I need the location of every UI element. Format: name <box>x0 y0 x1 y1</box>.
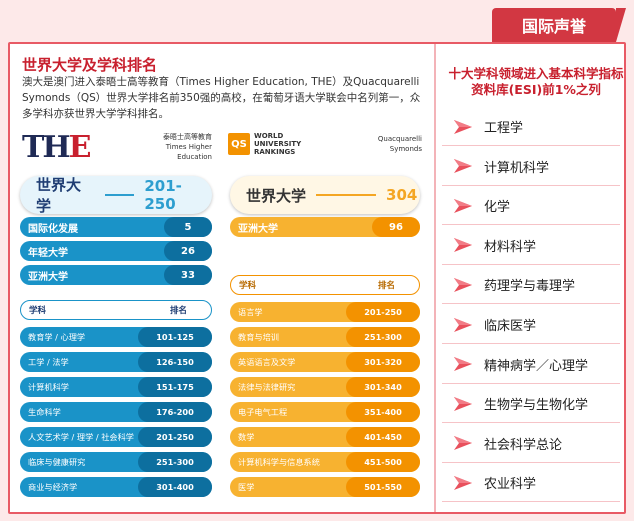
the-world-rank: 201-250 <box>144 177 182 213</box>
the-stat-row: 亚洲大学 33 <box>20 265 212 285</box>
esi-item-label: 计算机科学 <box>484 160 550 176</box>
the-stat-row: 年轻大学 26 <box>20 241 212 261</box>
esi-item-label: 精神病学／心理学 <box>484 358 589 374</box>
qs-world-rank: 304 <box>386 186 418 204</box>
esi-item-label: 化学 <box>484 200 511 216</box>
esi-item-label: 材料科学 <box>484 239 537 255</box>
the-world-label: 世界大学 <box>36 176 82 215</box>
the-table-row: 计算机科学 151-175 <box>20 377 212 397</box>
the-table-header: 学科 排名 <box>20 300 212 320</box>
esi-list-item: 材料科学 <box>442 227 620 265</box>
esi-item-label: 药理学与毒理学 <box>484 279 576 295</box>
the-table-row: 工学 / 法学 126-150 <box>20 352 212 372</box>
esi-list-item: 社会科学总论 <box>442 425 620 463</box>
qs-table-row: 数学 401-450 <box>230 427 420 447</box>
section-heading: 世界大学及学科排名 <box>22 56 158 74</box>
the-table-row: 临床与健康研究 251-300 <box>20 452 212 472</box>
esi-title: 十大学科领域进入基本科学指标资料库(ESI)前1%之列 <box>448 66 624 97</box>
qs-table-row: 医学 501-550 <box>230 477 420 497</box>
arrow-icon <box>452 157 474 175</box>
arrow-icon <box>452 118 474 136</box>
the-table-row: 教育学 / 心理学 101-125 <box>20 327 212 347</box>
esi-item-label: 临床医学 <box>484 319 537 334</box>
qs-table-header: 学科 排名 <box>230 275 420 295</box>
esi-list-item: 精神病学／心理学 <box>442 346 620 384</box>
esi-list-item: 化学 <box>442 187 620 226</box>
esi-list-item: 工程学 <box>442 108 620 146</box>
qs-logo: QS WORLD UNIVERSITY RANKINGS <box>228 132 301 156</box>
esi-item-label: 工程学 <box>484 121 524 136</box>
esi-item-label: 社会科学总论 <box>484 437 563 453</box>
esi-list-item: 计算机科学 <box>442 148 620 186</box>
esi-item-label: 农业科学 <box>484 477 537 493</box>
qs-table-row: 语言学 201-250 <box>230 302 420 322</box>
qs-dash <box>316 194 377 196</box>
section-description: 澳大是澳门进入泰晤士高等教育（Times Higher Education, T… <box>22 76 421 120</box>
section-badge: 国际声誉 <box>492 8 626 42</box>
arrow-icon <box>452 276 474 294</box>
esi-list-item: 生物学与生物化学 <box>442 385 620 424</box>
arrow-icon <box>452 474 474 492</box>
arrow-icon <box>452 197 474 215</box>
qs-world-rank-pill: 世界大学 304 <box>230 176 420 214</box>
qs-table-row: 教育与培训 251-300 <box>230 327 420 347</box>
the-logo-caption: 泰晤士高等教育 Times Higher Education <box>144 132 212 162</box>
the-dash <box>104 194 135 196</box>
qs-world-label: 世界大学 <box>246 186 307 205</box>
the-table-row: 生命科学 176-200 <box>20 402 212 422</box>
arrow-icon <box>452 316 474 334</box>
esi-list-item: 药理学与毒理学 <box>442 266 620 305</box>
qs-table-row: 电子电气工程 351-400 <box>230 402 420 422</box>
qs-table-row: 英语语言及文学 301-320 <box>230 352 420 372</box>
esi-item-label: 生物学与生物化学 <box>484 398 589 414</box>
column-divider <box>434 44 436 512</box>
esi-list-item: 农业科学 <box>442 464 620 503</box>
qs-logo-text: WORLD UNIVERSITY RANKINGS <box>254 132 302 156</box>
qs-table-row: 法律与法律研究 301-340 <box>230 377 420 397</box>
the-table-row: 人文艺术学 / 理学 / 社会科学 201-250 <box>20 427 212 447</box>
arrow-icon <box>452 434 474 452</box>
the-sub-cn: 泰晤士高等教育 <box>163 133 212 141</box>
arrow-icon <box>452 236 474 254</box>
the-sub-en: Times Higher Education <box>165 143 212 161</box>
arrow-icon <box>452 355 474 373</box>
the-world-rank-pill: 世界大学 201-250 <box>20 176 212 215</box>
qs-logo-mark: QS <box>228 133 250 155</box>
arrow-icon <box>452 395 474 413</box>
content-frame: 世界大学及学科排名 澳大是澳门进入泰晤士高等教育（Times Higher Ed… <box>8 42 626 514</box>
qs-stat-row: 亚洲大学 96 <box>230 217 420 237</box>
qs-table-row: 计算机科学与信息系统 451-500 <box>230 452 420 472</box>
qs-logo-caption: Quacquarelli Symonds <box>377 135 422 153</box>
the-table-row: 商业与经济学 301-400 <box>20 477 212 497</box>
esi-list-item: 临床医学 <box>442 306 620 344</box>
the-stat-row: 国际化发展 5 <box>20 217 212 237</box>
the-logo: THE <box>22 130 92 165</box>
